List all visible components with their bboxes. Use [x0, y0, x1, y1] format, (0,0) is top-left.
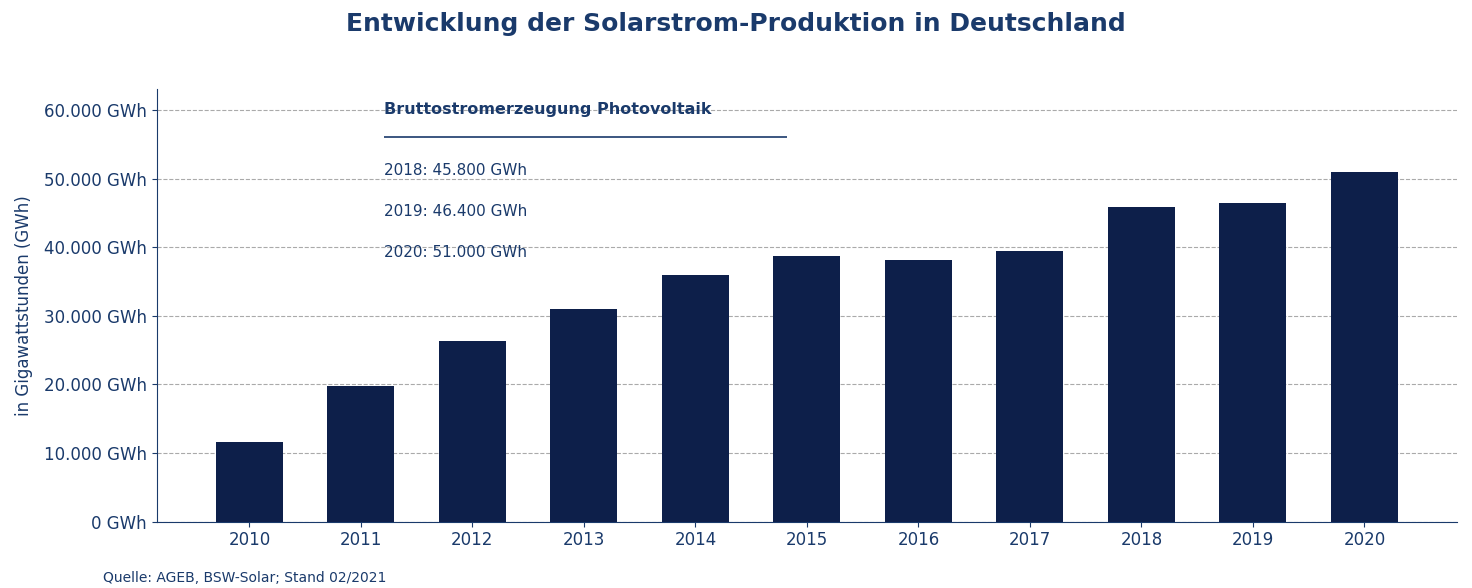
Bar — [216, 442, 283, 522]
Bar — [551, 309, 617, 522]
Text: 2020: 51.000 GWh: 2020: 51.000 GWh — [384, 245, 527, 260]
Text: Quelle: AGEB, BSW-Solar; Stand 02/2021: Quelle: AGEB, BSW-Solar; Stand 02/2021 — [103, 571, 387, 585]
Text: 2019: 46.400 GWh: 2019: 46.400 GWh — [384, 204, 527, 219]
Bar — [1331, 172, 1398, 522]
Bar — [327, 386, 394, 522]
Y-axis label: in Gigawattstunden (GWh): in Gigawattstunden (GWh) — [15, 195, 32, 416]
Bar — [997, 251, 1063, 522]
Bar — [662, 275, 729, 522]
Bar — [773, 256, 841, 522]
Bar — [1108, 208, 1175, 522]
Bar — [885, 260, 952, 522]
Text: Entwicklung der Solarstrom-Produktion in Deutschland: Entwicklung der Solarstrom-Produktion in… — [346, 12, 1126, 36]
Bar — [439, 340, 506, 522]
Text: Bruttostromerzeugung Photovoltaik: Bruttostromerzeugung Photovoltaik — [384, 102, 712, 117]
Text: 2018: 45.800 GWh: 2018: 45.800 GWh — [384, 163, 527, 178]
Bar — [1219, 203, 1287, 522]
